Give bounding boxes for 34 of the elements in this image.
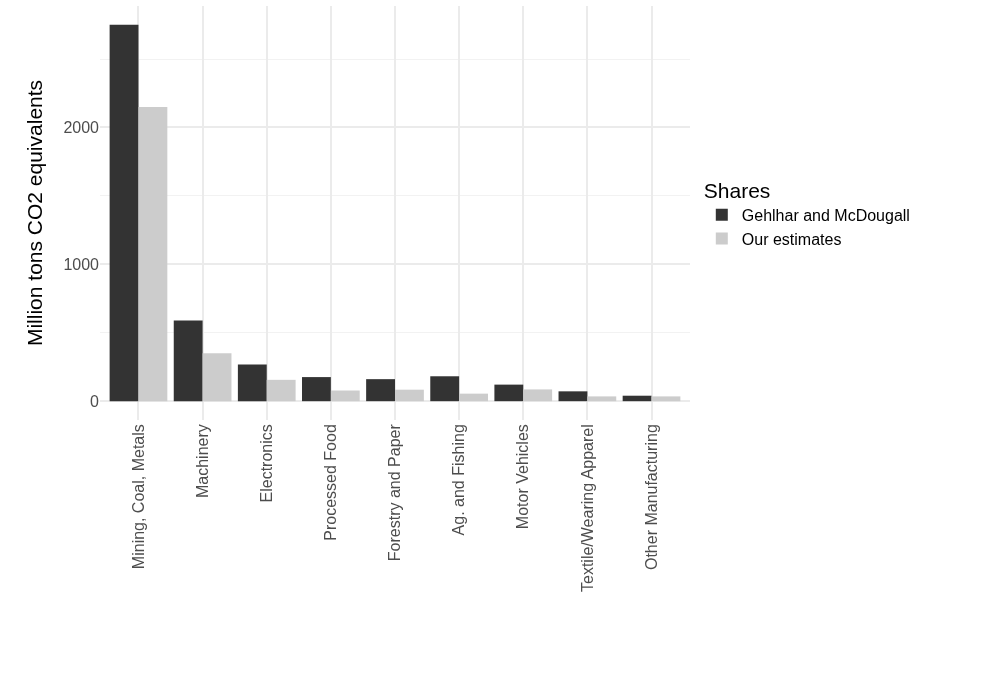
x-tick-label: Other Manufacturing <box>642 424 660 571</box>
bar <box>266 379 296 402</box>
bar <box>622 395 652 402</box>
bar <box>302 377 331 402</box>
bar <box>109 24 139 402</box>
bar <box>237 364 267 402</box>
bar <box>138 106 168 402</box>
x-tick-label: Ag. and Fishing <box>450 424 468 536</box>
bar <box>366 379 395 402</box>
bar <box>173 320 203 402</box>
x-tick-label: Forestry and Paper <box>386 423 404 562</box>
bar <box>558 391 588 402</box>
x-tick-label: Processed Food <box>322 424 340 541</box>
x-tick-label: Electronics <box>257 424 275 503</box>
y-tick-label: 2000 <box>63 119 100 137</box>
bar <box>459 393 488 402</box>
bar <box>395 389 424 402</box>
x-tick-label: Motor Vehicles <box>514 424 532 530</box>
bar <box>587 396 617 402</box>
y-tick-label: 0 <box>90 392 100 410</box>
bar <box>651 396 681 402</box>
bar <box>523 389 553 402</box>
x-tick-label: Textile/Wearing Apparel <box>578 424 596 592</box>
bar <box>430 376 460 402</box>
x-tick-label: Mining, Coal, Metals <box>129 424 147 570</box>
legend-title: Shares <box>703 178 771 202</box>
bar <box>330 390 360 402</box>
legend-label: Our estimates <box>741 230 842 248</box>
x-tick-label: Machinery <box>193 424 211 499</box>
y-tick-label: 1000 <box>63 255 100 273</box>
bar <box>202 353 232 402</box>
y-axis-title: Million tons CO2 equivalents <box>22 79 46 347</box>
legend-label: Gehlhar and McDougall <box>741 206 910 224</box>
bar <box>494 384 524 402</box>
